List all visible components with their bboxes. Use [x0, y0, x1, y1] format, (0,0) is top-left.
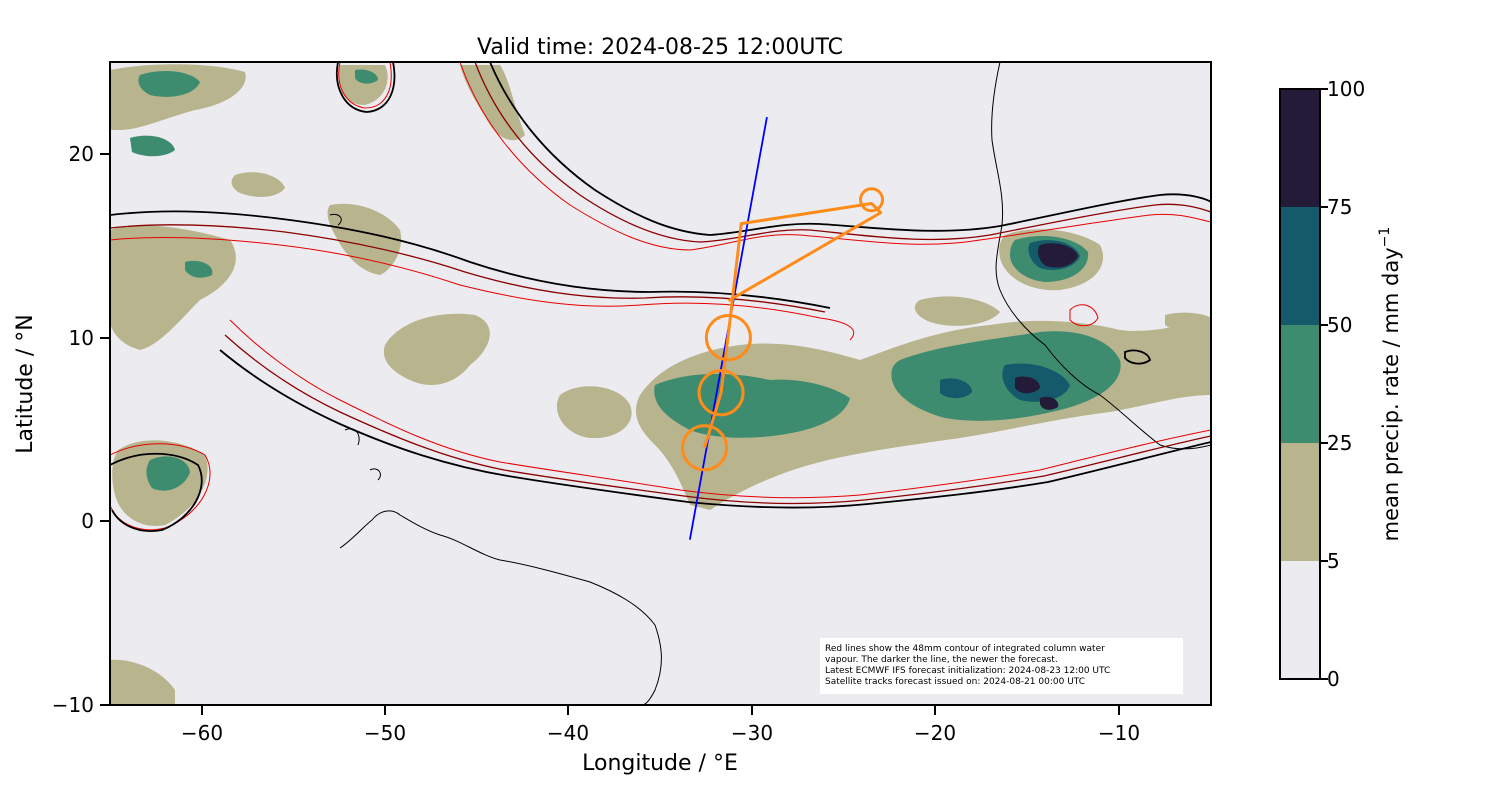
precip-area-50-75	[940, 378, 972, 399]
precip-area-5-25	[914, 296, 1000, 326]
info-note-line: Latest ECMWF IFS forecast initialization…	[825, 666, 1110, 676]
x-axis-label: Longitude / °E	[582, 751, 738, 776]
colorbar-segment-0-5	[1280, 561, 1320, 679]
info-note-line: Red lines show the 48mm contour of integ…	[825, 644, 1105, 654]
flight-circle	[681, 424, 729, 472]
y-tick-label: 10	[69, 326, 94, 350]
colorbar-tick-label: 25	[1327, 431, 1352, 455]
iwv-contour-older	[110, 224, 826, 313]
x-tick-label: −40	[547, 721, 589, 745]
colorbar-tick-label: 0	[1327, 667, 1340, 691]
x-tick-label: −50	[364, 721, 406, 745]
colorbar-label-text: mean precip. rate / mm day	[1379, 247, 1403, 541]
info-note: Red lines show the 48mm contour of integ…	[820, 638, 1183, 694]
flight-circle	[704, 314, 752, 362]
x-tick-label: −60	[181, 721, 223, 745]
precip-area-75-100	[1038, 243, 1078, 268]
precip-area-75-100	[1015, 376, 1040, 394]
iwv-contour-latest	[489, 62, 1211, 236]
iwv-contours	[110, 62, 1211, 532]
colorbar-label-exponent: −1	[1377, 227, 1393, 248]
colorbar-segment-5-25	[1280, 443, 1320, 561]
coastline-south-america	[339, 510, 662, 705]
iwv-contour-oldest	[459, 62, 1211, 251]
colorbar-tick-label: 100	[1327, 77, 1365, 101]
precip-area-5-25	[460, 65, 525, 141]
coastline-africa	[991, 62, 1211, 450]
y-tick-label: 20	[69, 142, 94, 166]
iwv-contour-oldest	[110, 237, 855, 341]
x-tick-label: −10	[1098, 721, 1140, 745]
y-axis: −10 0 10 20 Latitude / °N	[13, 142, 110, 717]
y-tick-label: 0	[81, 509, 94, 533]
precip-area-5-25	[383, 313, 490, 385]
precip-area-25-50	[146, 456, 190, 491]
iwv-contour-latest	[110, 452, 203, 532]
iwv-contour-older	[224, 334, 1211, 505]
colorbar-frame	[1279, 88, 1321, 680]
info-note-line: vapour. The darker the line, the newer t…	[825, 655, 1058, 665]
y-tick-label: −10	[52, 693, 94, 717]
flight-track	[681, 187, 885, 472]
map-panel	[110, 62, 1211, 705]
precip-area-5-25	[556, 386, 632, 439]
iwv-contour-latest	[219, 349, 1211, 509]
colorbar-tick-label: 75	[1327, 195, 1352, 219]
precip-area-5-25	[1165, 312, 1211, 336]
x-tick-label: −30	[731, 721, 773, 745]
colorbar-segment-25-50	[1280, 325, 1320, 443]
x-axis: −60 −50 −40 −30 −20 −10 Longitude / °E	[181, 705, 1140, 776]
iwv-contour-oldest	[338, 62, 392, 109]
flight-circle	[859, 187, 885, 213]
colorbar-segment-50-75	[1280, 207, 1320, 325]
iwv-contour-latest	[1124, 349, 1152, 365]
map-frame	[109, 61, 1212, 706]
flight-circle	[697, 369, 745, 417]
info-note-line: Satellite tracks forecast issued on: 202…	[825, 677, 1085, 687]
map-title: Valid time: 2024-08-25 12:00UTC	[477, 35, 843, 60]
coastlines	[329, 62, 1211, 705]
precip-area-25-50	[355, 69, 378, 84]
colorbar-segment-75-100	[1280, 89, 1320, 207]
precip-area-5-25	[110, 659, 175, 705]
x-tick-label: −20	[914, 721, 956, 745]
iwv-contour-oldest	[110, 443, 211, 531]
precip-area-5-25	[110, 225, 236, 350]
precip-area-25-50	[130, 135, 175, 157]
colorbar-label: mean precip. rate / mm day−1	[1377, 227, 1403, 542]
iwv-contour-latest	[336, 62, 396, 113]
precip-area-5-25	[231, 172, 285, 197]
y-axis-label: Latitude / °N	[13, 314, 38, 453]
colorbar: 0 5 25 50 75 100 mean precip. rate / mm …	[1279, 77, 1403, 691]
precip-area-25-50	[654, 373, 850, 438]
info-note-box	[820, 638, 1183, 694]
precip-area-75-100	[1040, 396, 1059, 410]
precip-field	[110, 64, 1211, 705]
iwv-contour-older	[474, 62, 1211, 243]
colorbar-tick-label: 50	[1327, 313, 1352, 337]
precip-area-25-50	[138, 70, 200, 97]
precip-area-25-50	[185, 260, 213, 278]
flight-track-line	[703, 201, 883, 449]
iwv-contour-oldest	[229, 319, 1211, 499]
colorbar-tick-label: 5	[1327, 549, 1340, 573]
precip-area-5-25	[327, 203, 402, 275]
iwv-contour-oldest	[1069, 304, 1099, 327]
iwv-contour-latest	[110, 210, 831, 309]
